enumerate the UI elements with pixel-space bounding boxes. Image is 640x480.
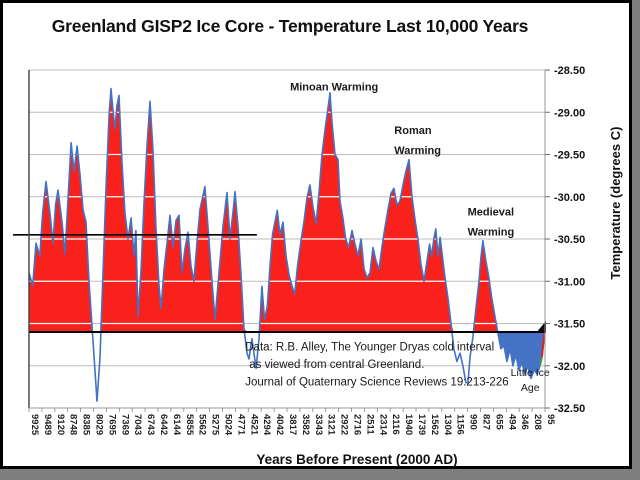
x-tick-label: 2716 <box>352 414 363 435</box>
data-citation: Data: R.B. Alley, The Younger Dryas cold… <box>245 342 508 389</box>
x-tick-label: 8748 <box>68 414 79 435</box>
x-tick-label: 346 <box>519 414 530 430</box>
x-tick-label: 5024 <box>223 414 234 436</box>
x-axis-title: Years Before Present (2000 AD) <box>256 452 457 467</box>
x-tick-label: 3343 <box>313 414 324 435</box>
x-tick-label: 3817 <box>287 414 298 435</box>
y-tick-label: -30.50 <box>554 234 585 246</box>
x-tick-label: 1156 <box>455 414 466 435</box>
annotation-label: Age <box>521 382 540 394</box>
x-tick-label: 208 <box>532 414 543 430</box>
y-tick-label: -32.00 <box>554 361 585 373</box>
x-tick-label: 4771 <box>235 414 246 436</box>
axes <box>28 69 550 412</box>
baseline-reference-line <box>29 320 546 333</box>
x-tick-label: 494 <box>506 414 517 431</box>
y-tick-label: -31.00 <box>554 276 585 288</box>
x-tick-label: 5855 <box>184 414 195 436</box>
y-axis-tick-labels: -28.50 -29.00 -29.50 -30.00 -30.50 -31.00 -31.… <box>554 65 585 415</box>
x-tick-label: 7369 <box>119 414 130 435</box>
x-tick-label: 7043 <box>132 414 143 435</box>
annotation-label: Minoan Warming <box>290 81 378 93</box>
recent-rise-green-segment <box>538 357 543 367</box>
x-tick-label: 8029 <box>94 414 105 435</box>
x-tick-label: 990 <box>468 414 479 430</box>
x-tick-label: 6144 <box>171 414 182 436</box>
baseline-end-arrow <box>536 320 546 333</box>
y-axis-title: Temperature (degrees C) <box>608 127 623 280</box>
chart-title: Greenland GISP2 Ice Core - Temperature L… <box>51 16 529 36</box>
x-tick-label: 3121 <box>326 414 337 436</box>
x-tick-label: 3582 <box>300 414 311 435</box>
x-tick-label: 5562 <box>197 414 208 435</box>
x-tick-label: 5275 <box>210 414 221 436</box>
annotations: Minoan Warming Roman Warming Medieval Warmin… <box>290 81 550 394</box>
x-tick-label: 7695 <box>106 414 117 436</box>
y-tick-label: -32.50 <box>554 403 585 415</box>
x-tick-label: 655 <box>493 414 504 431</box>
x-tick-label: 1304 <box>442 414 453 436</box>
x-axis-title-group: Years Before Present (2000 AD) <box>256 452 457 467</box>
x-tick-label: 9925 <box>29 414 40 436</box>
y-tick-label: -31.50 <box>554 319 585 331</box>
temperature-area-below-baseline <box>495 331 545 379</box>
x-tick-label: 2511 <box>364 414 375 435</box>
x-tick-label: 4294 <box>261 414 272 436</box>
x-tick-label: 827 <box>481 414 492 430</box>
x-tick-label: 2922 <box>339 414 350 435</box>
x-tick-label: 4042 <box>274 414 285 435</box>
x-tick-label: 2314 <box>377 414 388 436</box>
x-tick-label: 9489 <box>42 414 53 435</box>
y-axis-title-group: Temperature (degrees C) <box>608 127 623 280</box>
little-ice-age-area <box>495 331 545 379</box>
annotation-label: Little Ice <box>511 367 550 379</box>
citation-line: as viewed from central Greenland. <box>249 359 424 371</box>
y-tick-label: -29.00 <box>554 107 585 119</box>
citation-line: Journal of Quaternary Science Reviews 19… <box>245 377 508 389</box>
annotation-label: Medieval <box>468 206 514 218</box>
x-tick-label: 95 <box>545 414 556 425</box>
annotation-label: Warming <box>394 145 441 157</box>
annotation-label: Roman <box>394 125 432 137</box>
annotation-label: Warming <box>468 226 515 238</box>
x-tick-label: 1739 <box>416 414 427 435</box>
x-tick-label: 6442 <box>158 414 169 435</box>
y-tick-label: -29.50 <box>554 150 585 162</box>
x-tick-label: 6743 <box>145 414 156 435</box>
x-tick-label: 1940 <box>403 414 414 435</box>
x-tick-label: 9120 <box>55 414 66 435</box>
x-tick-label: 8385 <box>81 414 92 436</box>
y-tick-label: -28.50 <box>554 65 585 77</box>
x-axis-tick-labels: 9925 9489 9120 8748 8385 8029 7695 7369 7043 6743… <box>29 414 556 436</box>
x-tick-label: 4521 <box>248 414 259 436</box>
x-tick-label: 2116 <box>390 414 401 435</box>
citation-line: Data: R.B. Alley, The Younger Dryas cold… <box>245 342 494 354</box>
x-tick-label: 1562 <box>429 414 440 435</box>
y-tick-label: -30.00 <box>554 192 585 204</box>
